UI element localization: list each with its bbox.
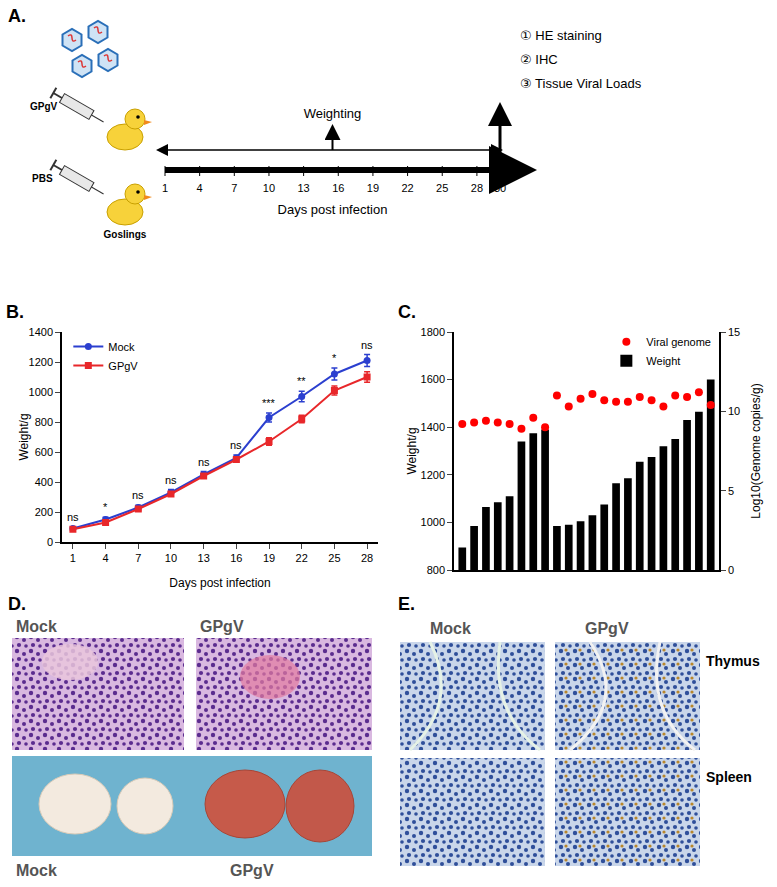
svg-text:1400: 1400	[29, 326, 53, 338]
svg-text:GPgV: GPgV	[30, 101, 58, 112]
svg-text:7: 7	[231, 182, 237, 194]
svg-text:10: 10	[165, 552, 177, 564]
svg-text:1: 1	[70, 552, 76, 564]
svg-text:1400: 1400	[421, 421, 445, 433]
svg-text:13: 13	[198, 552, 210, 564]
svg-text:13: 13	[297, 182, 309, 194]
svg-text:400: 400	[35, 476, 53, 488]
svg-text:② IHC: ② IHC	[520, 52, 558, 67]
svg-text:GPgV: GPgV	[585, 620, 629, 637]
svg-text:Mock: Mock	[430, 620, 471, 637]
svg-text:Goslings: Goslings	[104, 229, 147, 240]
svg-text:Days post infection: Days post infection	[169, 576, 270, 590]
svg-text:30: 30	[494, 182, 506, 194]
svg-text:*: *	[103, 501, 108, 513]
svg-text:Mock: Mock	[16, 862, 57, 879]
svg-text:28: 28	[471, 182, 483, 194]
svg-text:1200: 1200	[29, 356, 53, 368]
svg-text:ns: ns	[165, 474, 177, 486]
svg-text:*: *	[332, 352, 337, 364]
svg-text:Spleen: Spleen	[706, 769, 752, 785]
html-text:B.: B.	[6, 302, 24, 322]
svg-text:Log10(Genome copies/g): Log10(Genome copies/g)	[749, 383, 763, 518]
svg-text:1800: 1800	[421, 326, 445, 338]
svg-text:4: 4	[103, 552, 109, 564]
svg-text:GPgV: GPgV	[108, 360, 138, 372]
svg-text:Weighting: Weighting	[304, 106, 362, 121]
svg-text:GPgV: GPgV	[230, 862, 274, 879]
svg-text:E.: E.	[398, 594, 415, 614]
svg-text:800: 800	[35, 416, 53, 428]
svg-text:28: 28	[361, 552, 373, 564]
svg-text:600: 600	[35, 446, 53, 458]
svg-text:7: 7	[135, 552, 141, 564]
svg-text:PBS: PBS	[32, 173, 53, 184]
svg-text:16: 16	[230, 552, 242, 564]
svg-text:16: 16	[332, 182, 344, 194]
svg-text:Days post infection: Days post infection	[278, 202, 388, 217]
svg-text:22: 22	[401, 182, 413, 194]
svg-text:4: 4	[197, 182, 203, 194]
svg-text:Mock: Mock	[16, 618, 57, 635]
svg-text:Weight: Weight	[646, 355, 680, 367]
svg-text:**: **	[297, 375, 306, 387]
svg-text:***: ***	[262, 397, 276, 409]
svg-text:15: 15	[728, 326, 740, 338]
svg-text:GPgV: GPgV	[200, 618, 244, 635]
svg-text:ns: ns	[361, 339, 373, 351]
svg-text:Weight/g: Weight/g	[405, 427, 419, 474]
html-text:C.: C.	[398, 302, 416, 322]
svg-text:10: 10	[263, 182, 275, 194]
svg-text:1000: 1000	[29, 386, 53, 398]
svg-text:25: 25	[436, 182, 448, 194]
svg-text:1000: 1000	[421, 516, 445, 528]
svg-text:A.: A.	[8, 6, 26, 26]
svg-text:ns: ns	[132, 489, 144, 501]
svg-text:25: 25	[328, 552, 340, 564]
svg-text:10: 10	[728, 405, 740, 417]
svg-text:③ Tissue Viral Loads: ③ Tissue Viral Loads	[520, 76, 642, 91]
svg-text:1: 1	[162, 182, 168, 194]
svg-text:0: 0	[728, 564, 734, 576]
svg-text:① HE staining: ① HE staining	[520, 28, 602, 43]
svg-text:D.: D.	[8, 594, 26, 614]
svg-text:ns: ns	[198, 456, 210, 468]
svg-text:Viral genome: Viral genome	[646, 336, 711, 348]
svg-text:Thymus: Thymus	[706, 653, 760, 669]
svg-text:800: 800	[427, 564, 445, 576]
svg-text:ns: ns	[230, 439, 242, 451]
svg-text:19: 19	[263, 552, 275, 564]
svg-text:5: 5	[728, 485, 734, 497]
svg-text:0: 0	[47, 536, 53, 548]
svg-text:ns: ns	[67, 511, 79, 523]
svg-text:Weight/g: Weight/g	[17, 413, 31, 460]
svg-text:19: 19	[367, 182, 379, 194]
svg-text:Mock: Mock	[108, 341, 135, 353]
svg-text:1600: 1600	[421, 373, 445, 385]
svg-text:200: 200	[35, 506, 53, 518]
svg-text:1200: 1200	[421, 469, 445, 481]
svg-text:22: 22	[296, 552, 308, 564]
